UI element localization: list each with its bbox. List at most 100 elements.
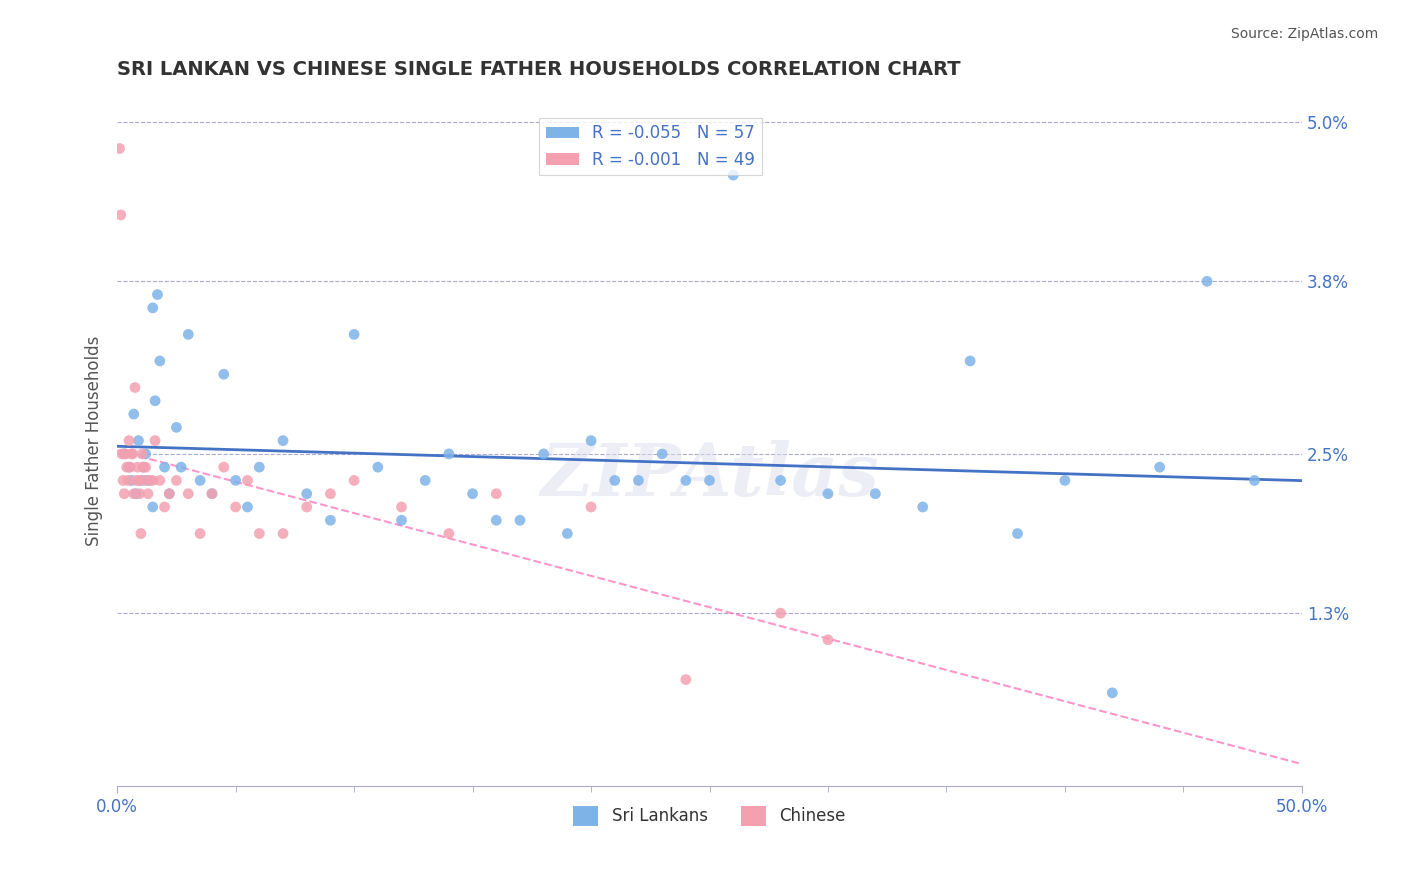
Point (295, 500, 318, 514)
Point (201, 486, 224, 500)
Point (1197, 274, 1219, 288)
Point (817, 632, 839, 647)
Point (118, 460, 141, 475)
Point (111, 447, 134, 461)
Point (1243, 474, 1265, 488)
Point (120, 447, 142, 461)
Point (188, 474, 211, 488)
Point (1101, 686, 1123, 700)
Point (675, 474, 697, 488)
Point (122, 407, 145, 421)
Point (557, 526, 579, 541)
Point (391, 513, 413, 527)
Point (125, 486, 148, 500)
Point (122, 486, 145, 500)
Point (124, 380, 146, 394)
Point (143, 434, 166, 448)
Point (367, 460, 389, 475)
Point (485, 486, 508, 500)
Point (132, 460, 155, 475)
Point (117, 474, 139, 488)
Point (135, 460, 157, 475)
Point (201, 486, 224, 500)
Point (112, 486, 135, 500)
Point (651, 447, 673, 461)
Point (170, 460, 193, 475)
Point (134, 474, 156, 488)
Point (509, 513, 531, 527)
Point (110, 208, 132, 222)
Point (125, 474, 148, 488)
Point (579, 434, 602, 448)
Point (157, 486, 180, 500)
Text: SRI LANKAN VS CHINESE SINGLE FATHER HOUSEHOLDS CORRELATION CHART: SRI LANKAN VS CHINESE SINGLE FATHER HOUS… (117, 60, 960, 78)
Point (911, 500, 934, 514)
Point (721, 168, 744, 182)
Point (1007, 526, 1029, 541)
Point (413, 474, 436, 488)
Point (139, 474, 162, 488)
Point (114, 447, 136, 461)
Legend: Sri Lankans, Chinese: Sri Lankans, Chinese (567, 799, 852, 832)
Point (177, 486, 200, 500)
Point (247, 526, 270, 541)
Point (127, 460, 149, 475)
Point (146, 287, 169, 301)
Point (165, 474, 187, 488)
Text: Source: ZipAtlas.com: Source: ZipAtlas.com (1230, 27, 1378, 41)
Point (533, 447, 555, 461)
Point (120, 460, 142, 475)
Point (1149, 460, 1171, 475)
Point (212, 368, 235, 382)
Point (236, 474, 259, 488)
Point (136, 486, 159, 500)
Point (319, 486, 342, 500)
Point (959, 354, 981, 368)
Point (271, 526, 294, 541)
Point (157, 486, 180, 500)
Point (136, 474, 159, 488)
Point (108, 142, 131, 156)
Point (225, 500, 247, 514)
Point (121, 447, 143, 461)
Point (769, 606, 792, 620)
Point (120, 474, 142, 488)
Point (391, 500, 413, 514)
Text: ZIPAtlas: ZIPAtlas (540, 440, 879, 510)
Point (769, 474, 792, 488)
Y-axis label: Single Father Households: Single Father Households (86, 335, 103, 546)
Point (128, 474, 150, 488)
Point (579, 500, 602, 514)
Point (153, 500, 176, 514)
Point (128, 434, 150, 448)
Point (149, 474, 172, 488)
Point (437, 526, 460, 541)
Point (675, 673, 697, 687)
Point (142, 301, 165, 315)
Point (153, 460, 176, 475)
Point (112, 447, 135, 461)
Point (865, 486, 887, 500)
Point (461, 486, 484, 500)
Point (115, 460, 138, 475)
Point (437, 447, 460, 461)
Point (132, 460, 155, 475)
Point (129, 474, 152, 488)
Point (143, 393, 166, 408)
Point (128, 486, 150, 500)
Point (177, 327, 200, 342)
Point (1053, 474, 1076, 488)
Point (188, 526, 211, 541)
Point (817, 486, 839, 500)
Point (118, 434, 141, 448)
Point (295, 486, 318, 500)
Point (343, 327, 366, 342)
Point (142, 500, 165, 514)
Point (485, 513, 508, 527)
Point (247, 460, 270, 475)
Point (131, 447, 153, 461)
Point (699, 474, 721, 488)
Point (236, 500, 259, 514)
Point (212, 460, 235, 475)
Point (149, 354, 172, 368)
